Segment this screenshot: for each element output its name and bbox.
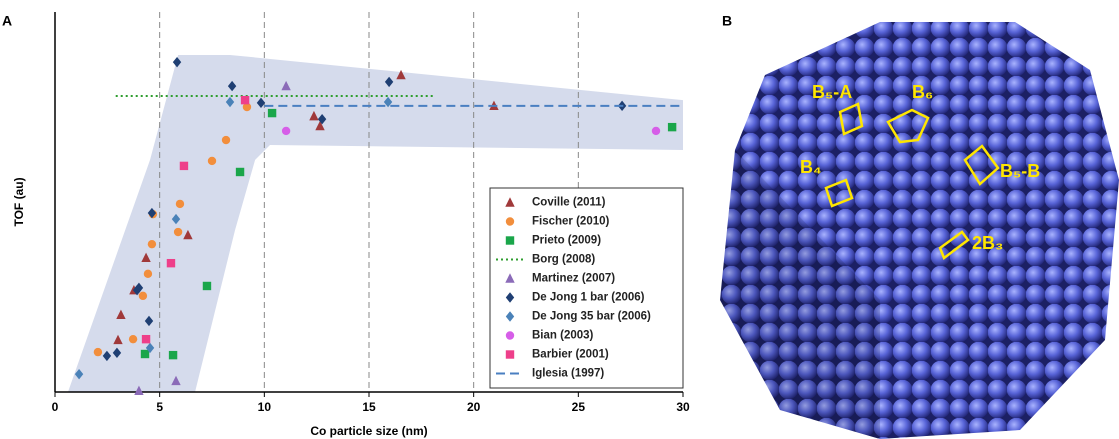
point [175,199,185,209]
site-label: B₅-B [1000,161,1040,181]
point [173,227,183,237]
point [102,350,112,362]
legend-swatch [505,273,515,283]
point [171,213,181,225]
point [281,80,291,91]
legend-label: Iglesia (1997) [532,368,604,380]
point [242,102,252,112]
x-tick-label: 25 [572,400,586,414]
confidence-band [67,54,684,392]
point [221,135,231,145]
x-tick-label: 5 [156,400,163,414]
x-tick-label: 20 [467,400,481,414]
site-marker [824,178,854,208]
legend-swatch [505,350,515,359]
point [172,56,182,68]
point [74,368,84,380]
panel-label: A [2,13,12,29]
point [317,113,327,125]
x-tick-label: 0 [52,400,59,414]
site-marker [838,102,864,136]
legend-label: Fischer (2010) [532,216,610,228]
point [667,122,677,132]
legend-swatch [505,311,515,322]
site-label: B₅-A [812,82,852,102]
point [168,350,178,360]
point [93,347,103,357]
nanoparticle-panel: B B₅-A B₆ B₅-B B₄ 2B₃ [720,13,1119,439]
point [396,69,406,80]
point [179,161,189,171]
point [166,258,176,268]
legend-swatch [505,236,515,245]
legend-swatch [505,331,515,340]
point [128,334,138,344]
point [113,334,123,345]
x-axis-label: Co particle size (nm) [310,424,427,438]
point [309,110,319,121]
site-marker [886,108,930,144]
site-marker [963,144,1000,186]
point [171,375,181,386]
legend-swatch [505,217,515,226]
legend-box [489,187,684,389]
point [256,97,266,109]
site-marker [938,230,970,260]
legend-label: Prieto (2009) [532,235,601,247]
point [235,167,245,177]
point [384,76,394,88]
panel-label: B [722,13,732,29]
point [281,126,291,136]
point [112,347,122,359]
legend-swatch [505,197,515,207]
point [143,269,153,279]
site-label: B₄ [800,157,822,177]
legend-label: Martinez (2007) [532,273,615,285]
point [141,252,151,263]
x-tick-label: 30 [676,400,690,414]
point [140,349,150,359]
site-markers [824,102,1000,260]
point [202,281,212,291]
legend-label: Bian (2003) [532,330,594,342]
legend-label: Coville (2011) [532,197,606,209]
point [147,239,157,249]
point [134,282,144,294]
point [138,291,148,301]
point [227,80,237,92]
point [651,126,661,136]
legend: Coville (2011) Fischer (2010) Prieto (2009… [489,187,684,389]
legend-label: De Jong 1 bar (2006) [532,292,645,304]
legend-label: Borg (2008) [532,254,595,266]
point [225,96,235,108]
chart-panel: A Co particle size (nm) TOF (au) 0 5 10 15 2… [2,12,690,438]
y-axis-label: TOF (au) [12,177,26,226]
site-label: 2B₃ [972,233,1003,253]
point [383,96,393,108]
point [207,156,217,166]
x-tick-label: 15 [362,400,376,414]
nanoparticle [720,22,1119,439]
point [147,207,157,219]
point [144,315,154,327]
point [141,334,151,344]
facet-shade [720,150,880,439]
point [183,229,193,240]
point [267,108,277,118]
site-label: B₆ [912,82,933,102]
point [240,95,250,105]
point [145,342,155,354]
legend-label: Barbier (2001) [532,349,609,361]
point [315,120,325,131]
legend-swatch [505,292,515,303]
legend-label: De Jong 35 bar (2006) [532,311,651,323]
point [134,385,144,396]
point [116,309,126,320]
x-tick-label: 10 [258,400,272,414]
